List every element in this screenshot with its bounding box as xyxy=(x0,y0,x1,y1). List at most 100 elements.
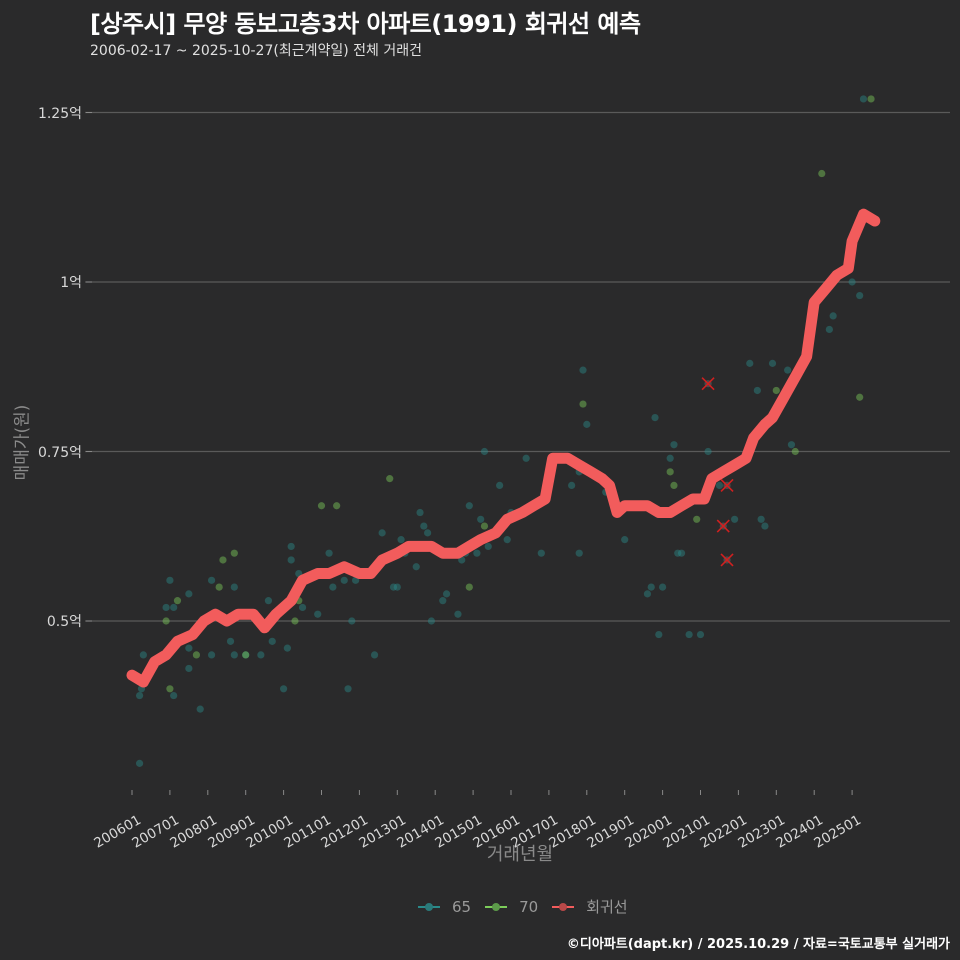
cancelled-trade-marker xyxy=(720,553,734,567)
data-point-65 xyxy=(477,515,485,523)
data-point-65 xyxy=(427,617,436,625)
cancelled-trade-marker xyxy=(720,478,734,492)
data-point-65 xyxy=(583,420,591,428)
y-tick-label: 1억 xyxy=(60,275,82,291)
data-point-70 xyxy=(333,502,341,510)
data-point-65 xyxy=(397,536,405,544)
data-point-70 xyxy=(867,95,875,103)
data-point-65 xyxy=(442,590,451,598)
data-point-70 xyxy=(579,400,587,408)
legend-item-70[interactable]: 70 xyxy=(485,898,538,916)
data-point-65 xyxy=(424,529,432,537)
data-point-70 xyxy=(317,502,326,510)
data-point-65 xyxy=(677,549,686,557)
data-point-65 xyxy=(207,651,216,659)
data-point-65 xyxy=(655,630,663,639)
cancelled-trade-marker xyxy=(701,377,715,391)
chart-subtitle: 2006-02-17 ~ 2025-10-27(최근계약일) 전체 거래건 xyxy=(90,43,422,59)
data-point-65 xyxy=(787,441,796,449)
x-axis-label: 거래년월 xyxy=(486,844,554,865)
data-point-65 xyxy=(242,651,250,659)
data-point-70 xyxy=(772,386,780,395)
data-point-70 xyxy=(173,597,182,605)
data-point-65 xyxy=(537,549,545,557)
cancelled-trade-marker xyxy=(716,519,730,533)
data-point-65 xyxy=(416,508,424,517)
data-point-65 xyxy=(659,583,667,591)
data-point-65 xyxy=(314,610,322,618)
data-point-65 xyxy=(454,610,462,618)
data-point-65 xyxy=(768,359,777,367)
footer-credit: ©디아파트(dapt.kr) / 2025.10.29 / 자료=국토교통부 실… xyxy=(566,937,950,952)
legend-item-65[interactable]: 65 xyxy=(418,898,471,916)
data-point-65 xyxy=(439,597,447,605)
data-point-70 xyxy=(219,556,227,564)
data-point-65 xyxy=(378,529,386,537)
data-point-65 xyxy=(731,515,739,523)
data-point-65 xyxy=(196,705,204,713)
data-point-65 xyxy=(746,359,754,367)
data-point-65 xyxy=(670,441,678,449)
data-point-65 xyxy=(329,583,337,591)
data-point-65 xyxy=(666,454,674,462)
legend: 65 70 회귀선 xyxy=(418,896,642,917)
y-tick-label: 1.25억 xyxy=(37,105,82,122)
data-point-65 xyxy=(185,644,193,652)
data-point-65 xyxy=(575,549,583,557)
data-point-65 xyxy=(784,366,792,374)
data-point-70 xyxy=(162,617,170,625)
data-point-70 xyxy=(465,583,473,591)
data-point-70 xyxy=(856,393,864,401)
data-point-65 xyxy=(715,481,724,489)
data-point-65 xyxy=(298,603,307,612)
data-point-65 xyxy=(230,651,238,659)
data-point-65 xyxy=(484,542,492,551)
data-point-65 xyxy=(761,522,769,530)
y-tick-label: 0.5억 xyxy=(46,614,82,630)
data-point-70 xyxy=(192,651,201,659)
regression-line xyxy=(126,208,881,688)
data-point-65 xyxy=(503,536,511,544)
data-point-65 xyxy=(340,576,348,584)
data-point-65 xyxy=(757,515,765,523)
data-point-65 xyxy=(280,685,288,693)
data-point-65 xyxy=(859,95,868,103)
data-point-65 xyxy=(344,685,352,693)
data-point-65 xyxy=(135,759,144,767)
data-point-65 xyxy=(753,386,761,395)
data-point-65 xyxy=(651,414,659,422)
data-point-65 xyxy=(226,637,235,645)
data-point-65 xyxy=(287,556,295,564)
y-axis-label: 매매가(원) xyxy=(12,404,33,481)
data-point-65 xyxy=(480,447,489,456)
y-tick-label: 0.75억 xyxy=(37,444,82,461)
data-point-65 xyxy=(674,549,682,557)
data-point-65 xyxy=(412,563,420,571)
data-point-65 xyxy=(568,481,576,489)
data-point-65 xyxy=(185,590,193,598)
data-point-65 xyxy=(370,651,379,659)
data-point-70 xyxy=(693,515,701,523)
data-point-65 xyxy=(856,291,864,300)
data-point-65 xyxy=(848,278,856,286)
data-point-65 xyxy=(207,576,216,584)
data-point-65 xyxy=(696,630,705,639)
legend-item-regression[interactable]: 회귀선 xyxy=(552,896,628,917)
data-point-65 xyxy=(162,603,170,612)
data-point-65 xyxy=(230,583,238,591)
data-point-65 xyxy=(393,583,401,591)
data-point-65 xyxy=(139,651,147,659)
data-point-70 xyxy=(666,468,674,476)
data-point-70 xyxy=(386,475,394,483)
data-point-70 xyxy=(242,651,250,659)
data-point-65 xyxy=(325,549,333,557)
legend-key-icon xyxy=(552,902,575,912)
data-point-65 xyxy=(170,691,178,700)
data-point-65 xyxy=(825,325,833,334)
data-point-65 xyxy=(643,590,652,598)
data-point-65 xyxy=(704,447,712,456)
data-point-65 xyxy=(283,644,291,652)
data-point-70 xyxy=(166,685,174,693)
data-point-65 xyxy=(166,576,174,584)
